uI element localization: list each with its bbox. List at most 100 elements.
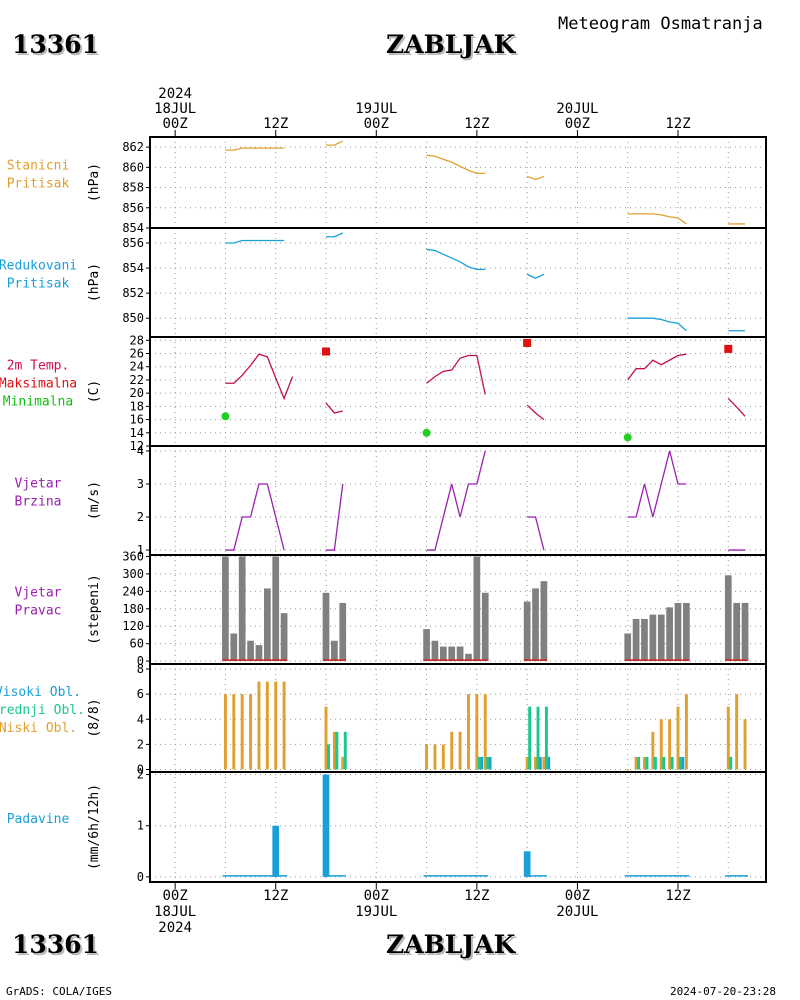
panel-stanicni: 854 856 858 860 862 (hPa) Stanicni Pritisak [7,136,767,235]
bar [232,694,236,770]
bar [668,719,672,770]
y-tick-label: 2 [137,737,144,751]
series-line [426,354,486,395]
y-tick-label: 120 [122,619,144,633]
y-tick-label: 858 [122,181,144,195]
y-axis-label: (stepeni) [87,574,102,644]
time-axis-top-label: 2024 [158,86,192,102]
bar [341,756,345,770]
bar [729,756,733,770]
panel-label: Redukovani [0,259,77,274]
bar [222,556,229,662]
bar [733,602,741,662]
bar [265,681,269,770]
series-line [225,353,294,401]
bar [657,614,665,662]
bar [274,681,278,770]
bar [523,601,531,662]
bar [724,575,732,662]
panel-label: Maksimalna [0,377,77,392]
timestamp-text: 2024-07-20-23:28 [670,985,776,998]
y-tick-label: 860 [122,160,144,174]
y-tick-label: 22 [130,373,144,387]
bar [684,694,688,770]
bar [263,588,271,662]
series-line [526,175,545,181]
y-tick-label: 60 [130,637,144,651]
y-tick-label: 850 [122,311,144,325]
bar [475,694,479,770]
bar [465,653,472,662]
y-tick-label: 4 [137,444,144,458]
bar [626,769,630,771]
bar [539,756,542,770]
series-line [526,273,545,279]
y-axis-label: (C) [87,380,102,403]
time-axis-bottom-label: 00Z [364,888,389,904]
y-tick-label: 862 [122,140,144,154]
bar [343,731,347,770]
time-axis-bottom-label: 00Z [162,888,187,904]
panel-label: Srednji Obl. [0,703,85,718]
time-axis-top-label: 00Z [565,116,590,132]
product-title: Meteogram Osmatranja [558,14,763,34]
series-line [627,213,687,225]
y-axis-label: (8/8) [87,698,102,737]
panel-oblacnost: 0 2 4 6 8 (8/8) Visoki Obl. Srednji Obl. Niski O… [0,662,767,776]
bar [458,731,462,770]
bar [456,646,464,662]
credit-text: GrADS: COLA/IGES [6,985,112,998]
y-tick-label: 856 [122,201,144,215]
panel-vjetar_pravac: 0 60 120 180 240 300 360 (stepeni) Vjetar Pravac [15,549,767,668]
y-tick-label: 854 [122,261,144,275]
bar [327,744,330,770]
time-axis-top-label: 00Z [162,116,187,132]
panel-label: Brzina [15,495,62,510]
series-line [627,353,687,381]
time-axis-bottom-label: 12Z [665,888,690,904]
bar [322,774,330,877]
bar [489,756,492,770]
panel-label: Pritisak [7,177,70,192]
y-axis-label: (hPa) [87,263,102,302]
bar [431,640,439,662]
bar [528,706,532,770]
panel-label: 2m Temp. [7,359,70,374]
min-marker [623,433,632,442]
panel-label: Minimalna [3,395,73,410]
bar [681,756,685,770]
bar [743,719,747,770]
station-name-top: ZABLJAK [386,30,516,59]
series-line [326,483,344,551]
y-tick-label: 0 [137,762,144,776]
bar [735,694,739,770]
bar [547,756,551,770]
bar [525,756,529,770]
panel-vjetar_brzina: 1 2 3 4 (m/s) Vjetar Brzina [15,444,767,557]
y-tick-label: 8 [137,662,144,676]
time-axis-bottom-label: 2024 [158,920,192,936]
min-marker [422,428,431,437]
y-tick-label: 1 [137,819,144,833]
time-axis-bottom-label: 20JUL [556,904,598,920]
bar [433,744,437,770]
y-tick-label: 854 [122,221,144,235]
series-line [426,248,486,270]
bar [448,646,456,662]
panel-frame [149,136,767,229]
bar [666,607,673,662]
y-tick-label: 14 [130,426,144,440]
y-tick-label: 180 [122,602,144,616]
time-axis-bottom-label: 12Z [263,888,288,904]
bar [670,756,674,770]
series-line [325,402,343,414]
bar [240,694,244,770]
bar [450,731,454,770]
bar [477,756,481,770]
bar [247,640,254,662]
y-tick-label: 1 [137,543,144,557]
max-marker [322,347,330,356]
bar [439,646,447,662]
bar [339,602,347,662]
